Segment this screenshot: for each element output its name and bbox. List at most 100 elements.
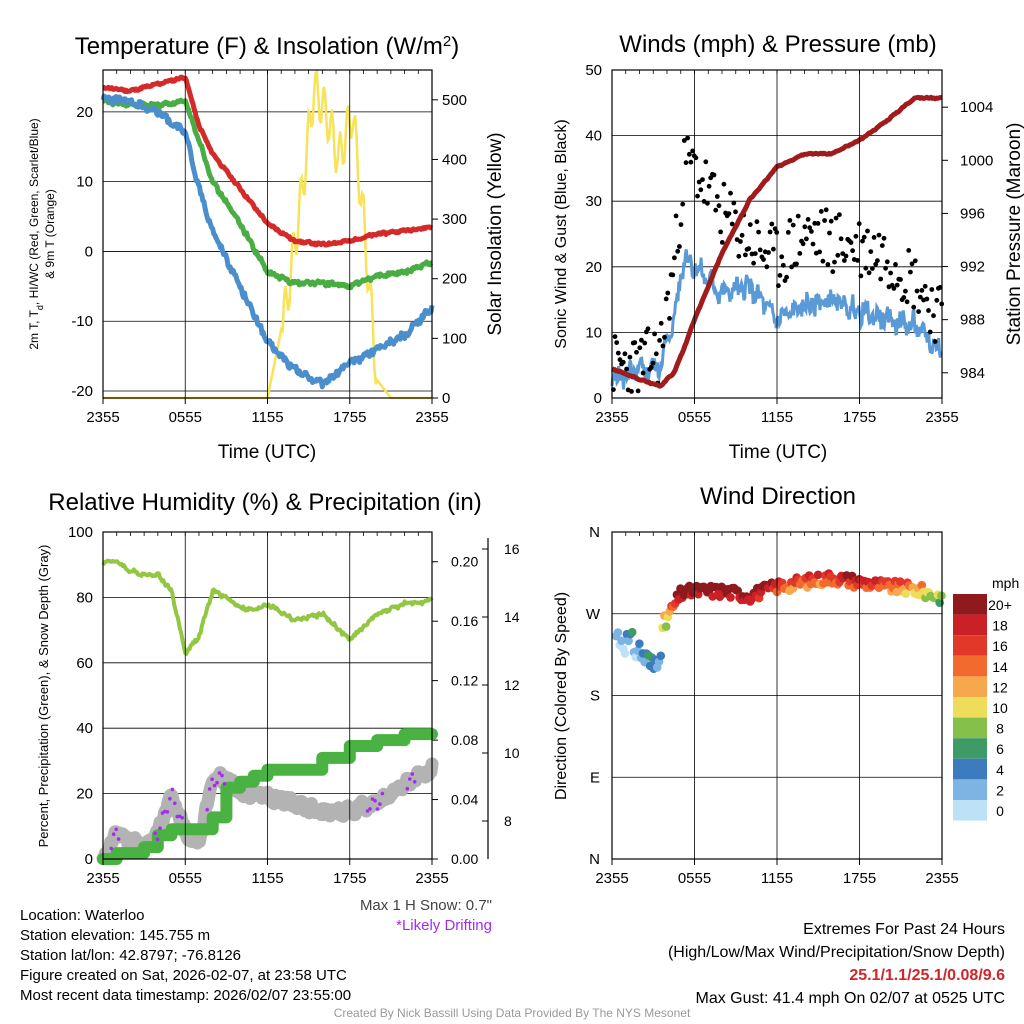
rh-xtick-label: 1155 <box>251 870 283 887</box>
drift-point <box>210 777 214 781</box>
gust-point <box>677 244 682 249</box>
extremes-title: Extremes For Past 24 Hours <box>803 921 1005 938</box>
dir-ytick-label: N <box>589 851 600 868</box>
gust-point <box>800 241 806 247</box>
wind-ylabel: Sonic Wind & Gust (Blue, Black) <box>553 119 570 348</box>
drift-point <box>116 837 121 841</box>
gust-point <box>706 183 712 189</box>
legend-title: mph <box>992 575 1019 591</box>
gust-point <box>731 200 737 206</box>
gust-point <box>663 296 669 302</box>
temp-ytick-label: 20 <box>76 104 93 121</box>
gust-point <box>883 265 888 271</box>
legend-label: 16 <box>992 638 1008 654</box>
snow-tick-label: 12 <box>504 677 520 693</box>
gust-point <box>906 248 912 253</box>
wind-ytick-label: 50 <box>585 62 602 79</box>
snow-note: Max 1 H Snow: 0.7" *Likely Drifting <box>300 896 492 936</box>
gust-point <box>797 251 803 256</box>
gust-point <box>901 295 907 300</box>
legend-swatch <box>953 635 987 656</box>
wind-ytick-label: 10 <box>585 324 602 341</box>
gust-point <box>771 246 776 252</box>
temp-ytick-label: -20 <box>71 383 93 400</box>
gust-point <box>675 248 681 254</box>
gust-point <box>703 159 709 165</box>
gust-point <box>825 262 831 267</box>
dir-ylabel: Direction (Colored By Speed) <box>553 592 570 800</box>
drift-point <box>380 791 385 796</box>
gust-point <box>822 218 827 223</box>
dir-ytick-label: S <box>590 688 600 705</box>
gust-point <box>637 345 643 351</box>
drift-point <box>111 832 116 836</box>
gust-point <box>827 230 832 236</box>
direction-point <box>620 649 630 658</box>
gust-point <box>746 246 752 252</box>
solar-tick-label: 200 <box>442 271 467 288</box>
drift-point <box>365 809 370 813</box>
gust-point <box>818 209 824 214</box>
gust-point <box>751 260 756 266</box>
drift-point <box>153 831 157 835</box>
drift-point <box>368 807 372 811</box>
gust-point <box>937 285 943 290</box>
rh-ylabel: Percent, Precipitation (Green), & Snow D… <box>36 545 51 848</box>
dir-xtick-label: 1155 <box>761 870 793 887</box>
gust-point <box>878 276 884 282</box>
gust-point <box>688 159 694 165</box>
gust-point <box>696 179 702 185</box>
gust-point <box>634 349 639 355</box>
recent-text: Most recent data timestamp: 2026/02/07 2… <box>20 987 352 1004</box>
drift-point <box>207 787 212 791</box>
direction-point <box>917 580 927 590</box>
direction-point <box>624 636 633 646</box>
gust-point <box>898 277 903 282</box>
rh-ytick-label: 20 <box>76 786 93 803</box>
gust-point <box>893 262 898 267</box>
gust-point <box>766 250 771 255</box>
pressure-tick-label: 988 <box>960 312 985 329</box>
gust-point <box>840 251 846 256</box>
wind-xlabel: Time (UTC) <box>729 442 828 463</box>
location-text: Location: Waterloo <box>20 907 145 924</box>
dir-title: Wind Direction <box>700 483 856 510</box>
wind-xtick-label: 2355 <box>925 409 958 426</box>
extremes-values: 25.1/1.1/25.1/0.08/9.6 <box>849 967 1005 984</box>
temp-ylabel-line2: & 9m T (Orange) <box>43 189 57 279</box>
legend-swatch <box>953 758 987 780</box>
gust-point <box>802 224 808 230</box>
extremes-box: Extremes For Past 24 Hours (High/Low/Max… <box>560 918 1005 1010</box>
gust-point <box>650 360 656 366</box>
gust-point <box>863 265 869 271</box>
wind-xtick-label: 0555 <box>678 409 711 426</box>
legend-label: 20+ <box>988 597 1012 613</box>
gust-point <box>903 288 908 294</box>
gust-point <box>873 261 879 267</box>
precip-tick-label: 0.16 <box>451 613 478 629</box>
gust-point <box>622 351 628 357</box>
gust-point <box>726 211 732 217</box>
temp-xlabel: Time (UTC) <box>218 442 317 463</box>
gust-point <box>932 339 938 344</box>
drift-point <box>222 782 227 786</box>
dir-xtick-label: 1755 <box>843 870 876 887</box>
gust-point <box>757 247 763 253</box>
gust-point <box>787 218 793 223</box>
dir-xtick-label: 2355 <box>595 870 628 887</box>
gust-point <box>665 290 671 296</box>
rh-xtick-label: 2355 <box>415 870 448 887</box>
gust-point <box>764 264 770 270</box>
gust-point <box>743 252 748 258</box>
gust-point <box>672 255 677 261</box>
gust-point <box>617 357 623 363</box>
wind-title: Winds (mph) & Pressure (mb) <box>619 31 936 58</box>
gust-point <box>820 258 826 264</box>
gust-point <box>879 243 885 249</box>
rh-xtick-label: 2355 <box>86 870 119 887</box>
temp-xtick-label: 0555 <box>169 409 202 426</box>
humidity-panel: 0 20 40 60 80 100 0.00 0.04 0.08 0.12 0.16 0.20 8 10 1… <box>36 489 520 887</box>
gust-point <box>670 272 676 278</box>
drift-point <box>165 810 170 814</box>
